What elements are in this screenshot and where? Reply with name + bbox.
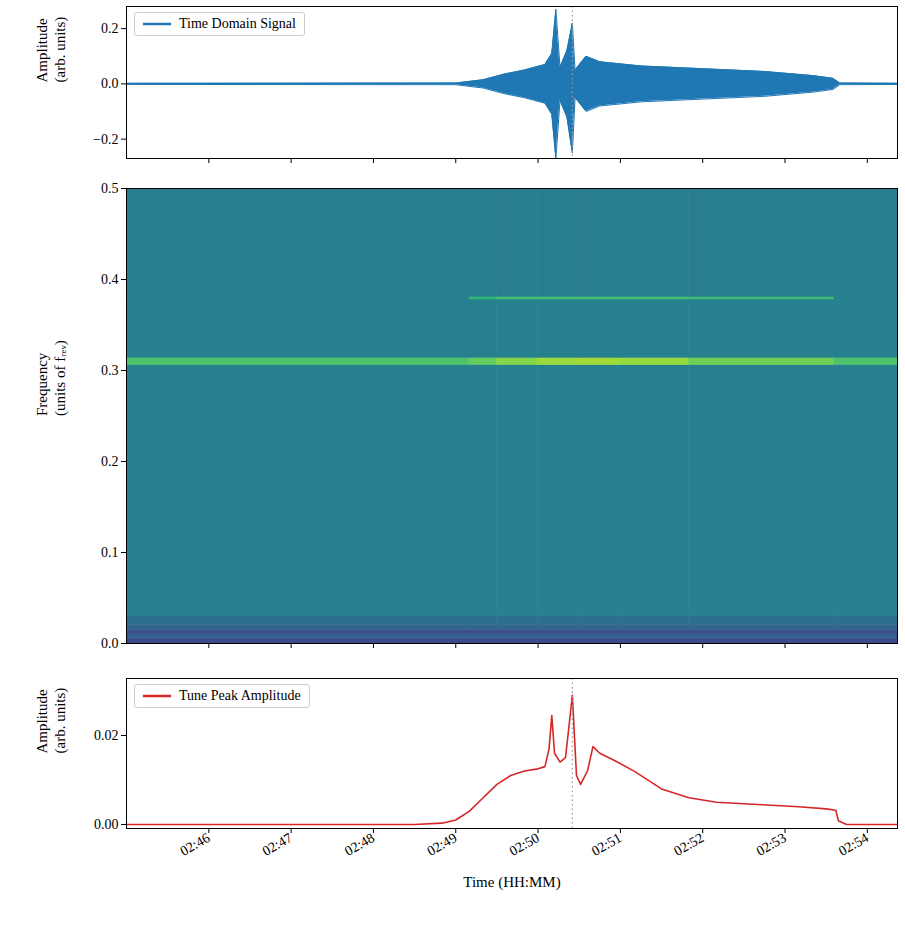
svg-text:0.00: 0.00 bbox=[94, 817, 119, 832]
svg-text:02:46: 02:46 bbox=[177, 830, 212, 859]
svg-text:02:49: 02:49 bbox=[424, 830, 459, 859]
svg-text:0.2: 0.2 bbox=[101, 454, 119, 469]
svg-text:02:54: 02:54 bbox=[836, 830, 871, 859]
svg-text:02:51: 02:51 bbox=[589, 830, 624, 859]
html-text:Tune Peak Amplitude: Tune Peak Amplitude bbox=[179, 688, 301, 703]
svg-text:0.2: 0.2 bbox=[101, 21, 119, 36]
svg-text:0.1: 0.1 bbox=[101, 545, 119, 560]
svg-text:0.0: 0.0 bbox=[101, 636, 119, 651]
svg-text:02:50: 02:50 bbox=[507, 830, 542, 859]
svg-text:02:52: 02:52 bbox=[671, 830, 706, 859]
svg-text:0.3: 0.3 bbox=[101, 363, 119, 378]
svg-text:02:53: 02:53 bbox=[754, 830, 789, 859]
svg-text:Frequency(units of fᵣₑᵥ): Frequency(units of fᵣₑᵥ) bbox=[34, 340, 68, 416]
svg-text:Amplitude(arb. units): Amplitude(arb. units) bbox=[34, 17, 68, 83]
svg-text:0.02: 0.02 bbox=[94, 728, 119, 743]
html-text:Time Domain Signal: Time Domain Signal bbox=[179, 16, 296, 31]
svg-text:Time (HH:MM): Time (HH:MM) bbox=[463, 874, 560, 891]
svg-text:0.4: 0.4 bbox=[101, 272, 119, 287]
svg-text:02:47: 02:47 bbox=[260, 830, 295, 859]
svg-text:02:48: 02:48 bbox=[342, 830, 377, 859]
svg-text:−0.2: −0.2 bbox=[93, 132, 118, 147]
svg-text:Amplitude(arb. units): Amplitude(arb. units) bbox=[34, 688, 68, 754]
svg-text:0.0: 0.0 bbox=[101, 76, 119, 91]
svg-text:0.5: 0.5 bbox=[101, 181, 119, 196]
